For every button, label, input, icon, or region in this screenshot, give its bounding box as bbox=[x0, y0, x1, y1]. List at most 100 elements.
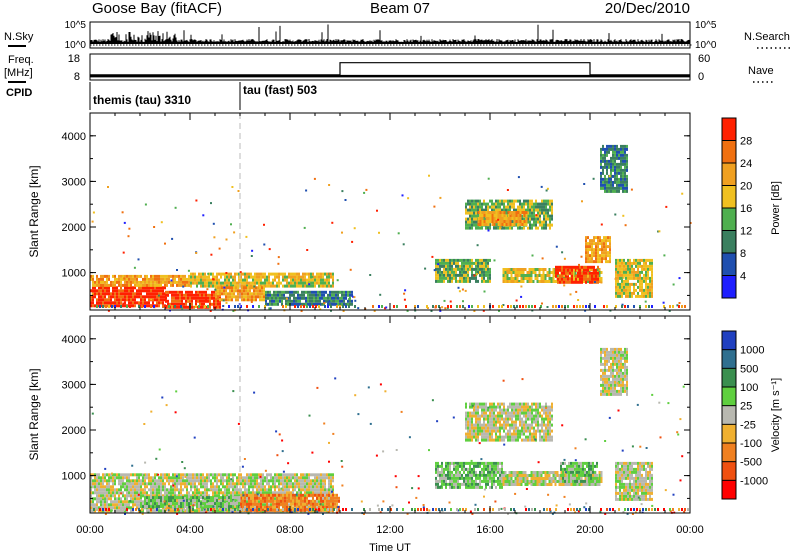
data-cell bbox=[132, 485, 134, 489]
echo-point bbox=[433, 269, 436, 272]
data-cell bbox=[140, 274, 142, 278]
data-cell bbox=[339, 299, 341, 303]
data-cell bbox=[268, 281, 270, 285]
echo-point bbox=[534, 305, 536, 308]
data-cell bbox=[200, 275, 202, 279]
data-cell bbox=[132, 473, 134, 477]
data-cell bbox=[204, 491, 206, 495]
data-cell bbox=[536, 268, 539, 271]
data-cell bbox=[254, 482, 256, 486]
data-cell bbox=[479, 270, 481, 274]
data-cell bbox=[150, 280, 152, 284]
data-cell bbox=[336, 496, 338, 500]
data-cell bbox=[146, 494, 148, 498]
echo-point bbox=[438, 305, 440, 308]
data-cell bbox=[271, 299, 273, 303]
echo-point bbox=[431, 255, 434, 258]
data-cell bbox=[479, 205, 481, 209]
data-cell bbox=[263, 289, 265, 293]
data-cell bbox=[328, 476, 330, 480]
data-cell bbox=[530, 268, 533, 271]
data-cell bbox=[194, 281, 196, 285]
data-cell bbox=[200, 502, 202, 506]
data-cell bbox=[164, 482, 166, 486]
data-cell bbox=[108, 497, 110, 501]
data-cell bbox=[316, 502, 318, 506]
data-cell bbox=[228, 473, 230, 477]
data-cell bbox=[296, 485, 298, 489]
data-cell bbox=[292, 499, 294, 503]
data-cell bbox=[622, 153, 624, 157]
data-cell bbox=[627, 291, 629, 295]
data-cell bbox=[514, 274, 517, 277]
data-cell bbox=[645, 267, 647, 271]
data-cell bbox=[471, 267, 473, 271]
echo-point bbox=[336, 279, 339, 282]
data-cell bbox=[260, 281, 262, 285]
data-cell bbox=[134, 301, 136, 305]
data-cell bbox=[469, 226, 471, 230]
data-cell bbox=[202, 479, 204, 483]
data-cell bbox=[523, 202, 525, 206]
echo-point bbox=[207, 305, 209, 308]
data-cell bbox=[547, 214, 549, 218]
data-cell bbox=[200, 278, 202, 282]
data-cell bbox=[126, 295, 128, 299]
data-cell bbox=[585, 277, 587, 281]
data-cell bbox=[262, 272, 264, 276]
echo-point bbox=[373, 309, 376, 312]
data-cell bbox=[622, 171, 624, 175]
data-cell bbox=[479, 223, 482, 226]
data-cell bbox=[268, 284, 270, 288]
data-cell bbox=[180, 274, 182, 278]
data-cell bbox=[329, 296, 331, 300]
data-cell bbox=[114, 503, 116, 507]
data-cell bbox=[136, 277, 138, 281]
data-cell bbox=[469, 202, 471, 206]
data-cell bbox=[441, 279, 443, 283]
data-cell bbox=[329, 302, 331, 306]
data-cell bbox=[481, 264, 483, 268]
data-cell bbox=[322, 272, 324, 276]
data-cell bbox=[589, 277, 591, 281]
data-cell bbox=[251, 286, 253, 290]
data-cell bbox=[195, 290, 197, 294]
data-cell bbox=[234, 473, 236, 477]
data-cell bbox=[210, 482, 212, 486]
data-cell bbox=[215, 305, 217, 309]
data-cell bbox=[260, 499, 262, 503]
data-cell bbox=[182, 283, 184, 287]
data-cell bbox=[179, 293, 181, 297]
data-cell bbox=[134, 479, 136, 483]
data-cell bbox=[168, 280, 170, 284]
data-cell bbox=[651, 288, 653, 292]
data-cell bbox=[198, 482, 200, 486]
data-cell bbox=[148, 295, 150, 299]
data-cell bbox=[200, 479, 202, 483]
data-cell bbox=[217, 295, 219, 299]
data-cell bbox=[489, 267, 491, 271]
echo-point bbox=[456, 305, 458, 308]
echo-point bbox=[250, 301, 253, 303]
data-cell bbox=[294, 272, 296, 276]
data-cell bbox=[463, 270, 465, 274]
data-cell bbox=[132, 295, 134, 299]
data-cell bbox=[102, 497, 104, 501]
data-cell bbox=[316, 506, 318, 510]
data-cell bbox=[265, 302, 267, 306]
data-cell bbox=[257, 292, 259, 296]
data-cell bbox=[232, 488, 234, 492]
echo-point bbox=[181, 307, 184, 310]
data-cell bbox=[483, 273, 485, 277]
data-cell bbox=[627, 285, 629, 289]
data-cell bbox=[296, 482, 298, 486]
data-cell bbox=[178, 505, 180, 509]
data-cell bbox=[130, 485, 132, 489]
data-cell bbox=[203, 299, 205, 303]
data-cell bbox=[160, 482, 162, 486]
data-cell bbox=[150, 499, 152, 503]
data-cell bbox=[170, 476, 172, 480]
echo-point bbox=[213, 236, 216, 239]
data-cell bbox=[272, 482, 274, 486]
data-cell bbox=[542, 280, 545, 283]
